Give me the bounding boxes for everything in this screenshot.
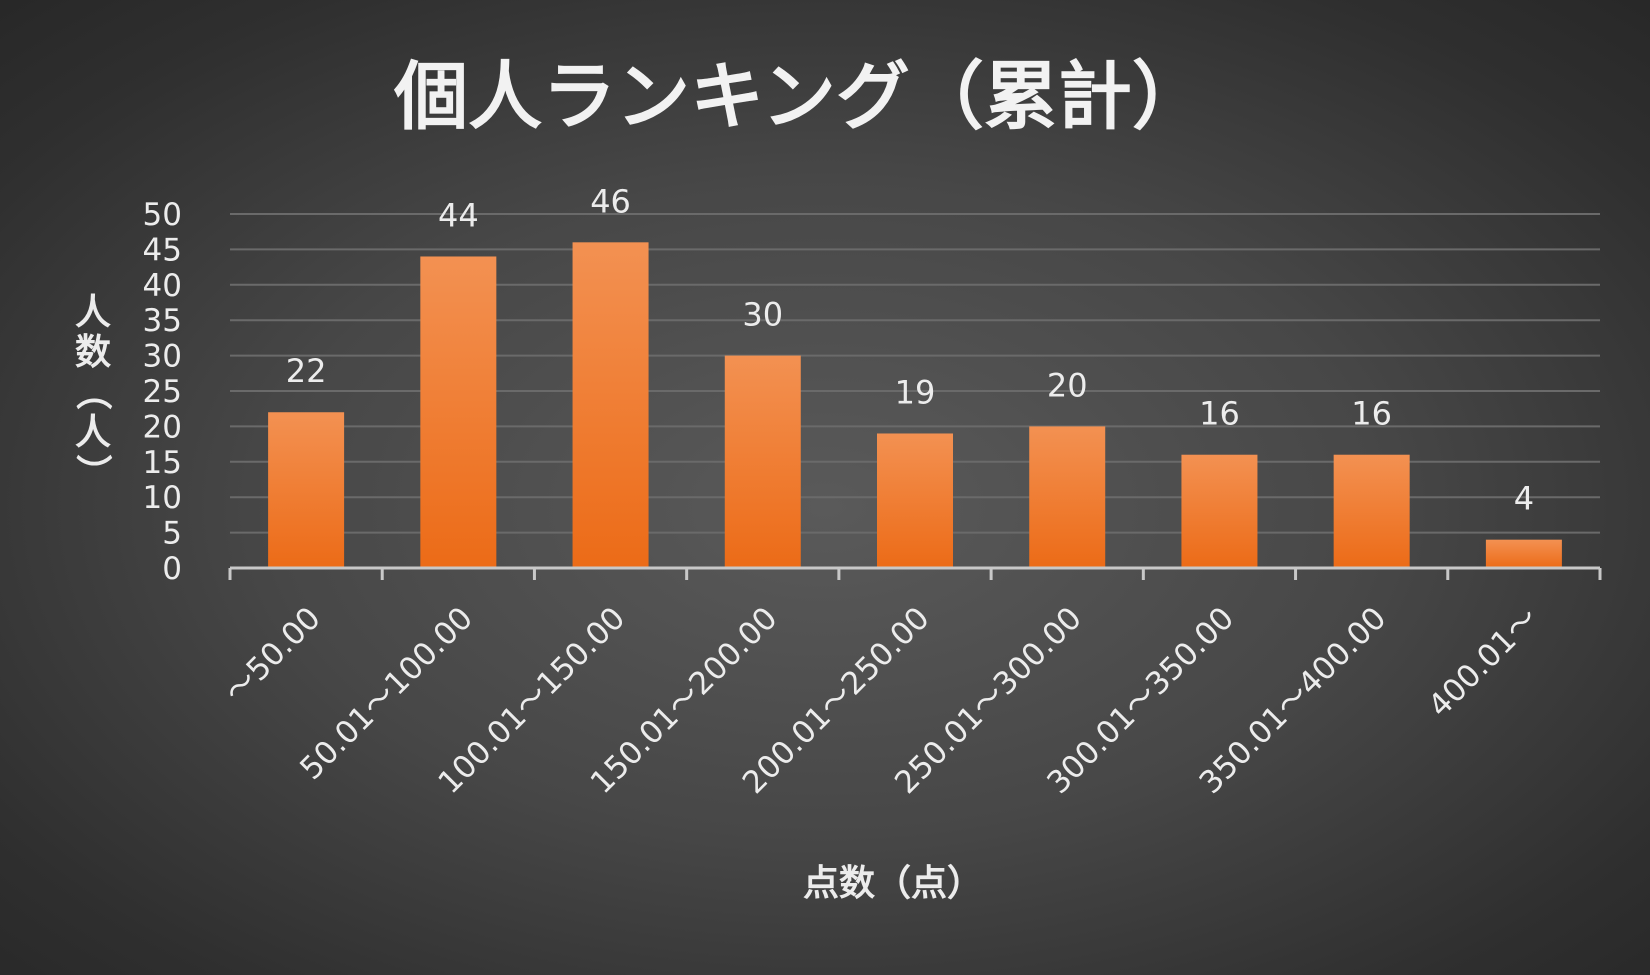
y-tick-label: 45 — [143, 232, 182, 268]
x-category-label: ～50.00 — [218, 600, 328, 710]
y-axis-title-char: 人 — [75, 292, 111, 333]
data-label: 46 — [590, 182, 631, 220]
bar — [268, 412, 345, 568]
bar — [420, 256, 497, 568]
y-tick-label: 40 — [143, 268, 182, 304]
y-tick-label: 35 — [143, 303, 182, 339]
data-label: 22 — [286, 352, 327, 390]
bar — [1029, 426, 1106, 568]
data-label: 30 — [742, 296, 783, 334]
data-label: 4 — [1514, 480, 1534, 518]
y-tick-label: 20 — [143, 409, 182, 445]
bars — [268, 242, 1562, 568]
bar — [1181, 454, 1258, 568]
bar — [572, 242, 649, 568]
y-tick-label: 15 — [143, 445, 182, 481]
y-tick-label: 10 — [143, 480, 182, 516]
x-axis-category-labels: ～50.0050.01～100.00100.01～150.00150.01～20… — [218, 600, 1546, 801]
data-label: 16 — [1199, 395, 1240, 433]
bar — [724, 355, 801, 568]
y-axis-title-char: 数 — [75, 332, 111, 373]
bar — [1333, 454, 1410, 568]
y-tick-label: 5 — [162, 516, 182, 552]
y-tick-label: 25 — [143, 374, 182, 410]
x-axis-title: 点数（点） — [803, 863, 983, 904]
y-axis-title-char: （ — [72, 374, 113, 410]
y-axis-title-char: ） — [72, 454, 113, 490]
y-tick-label: 0 — [162, 551, 182, 587]
data-label: 16 — [1351, 395, 1392, 433]
data-label: 20 — [1047, 366, 1088, 404]
y-axis-title-char: 人 — [75, 412, 111, 453]
chart-title: 個人ランキング（累計） — [393, 54, 1206, 140]
y-axis-title: 人数（人） — [72, 292, 113, 490]
bar — [877, 433, 953, 568]
bar — [1485, 539, 1562, 568]
x-category-label: 400.01～ — [1421, 600, 1545, 724]
y-tick-label: 30 — [143, 339, 182, 375]
data-label: 44 — [438, 196, 479, 234]
y-tick-label: 50 — [143, 197, 182, 233]
data-labels: 22 44 46 30 19 20 16 16 4 — [286, 182, 1534, 517]
data-label: 19 — [895, 373, 936, 411]
x-axis — [228, 566, 1602, 580]
